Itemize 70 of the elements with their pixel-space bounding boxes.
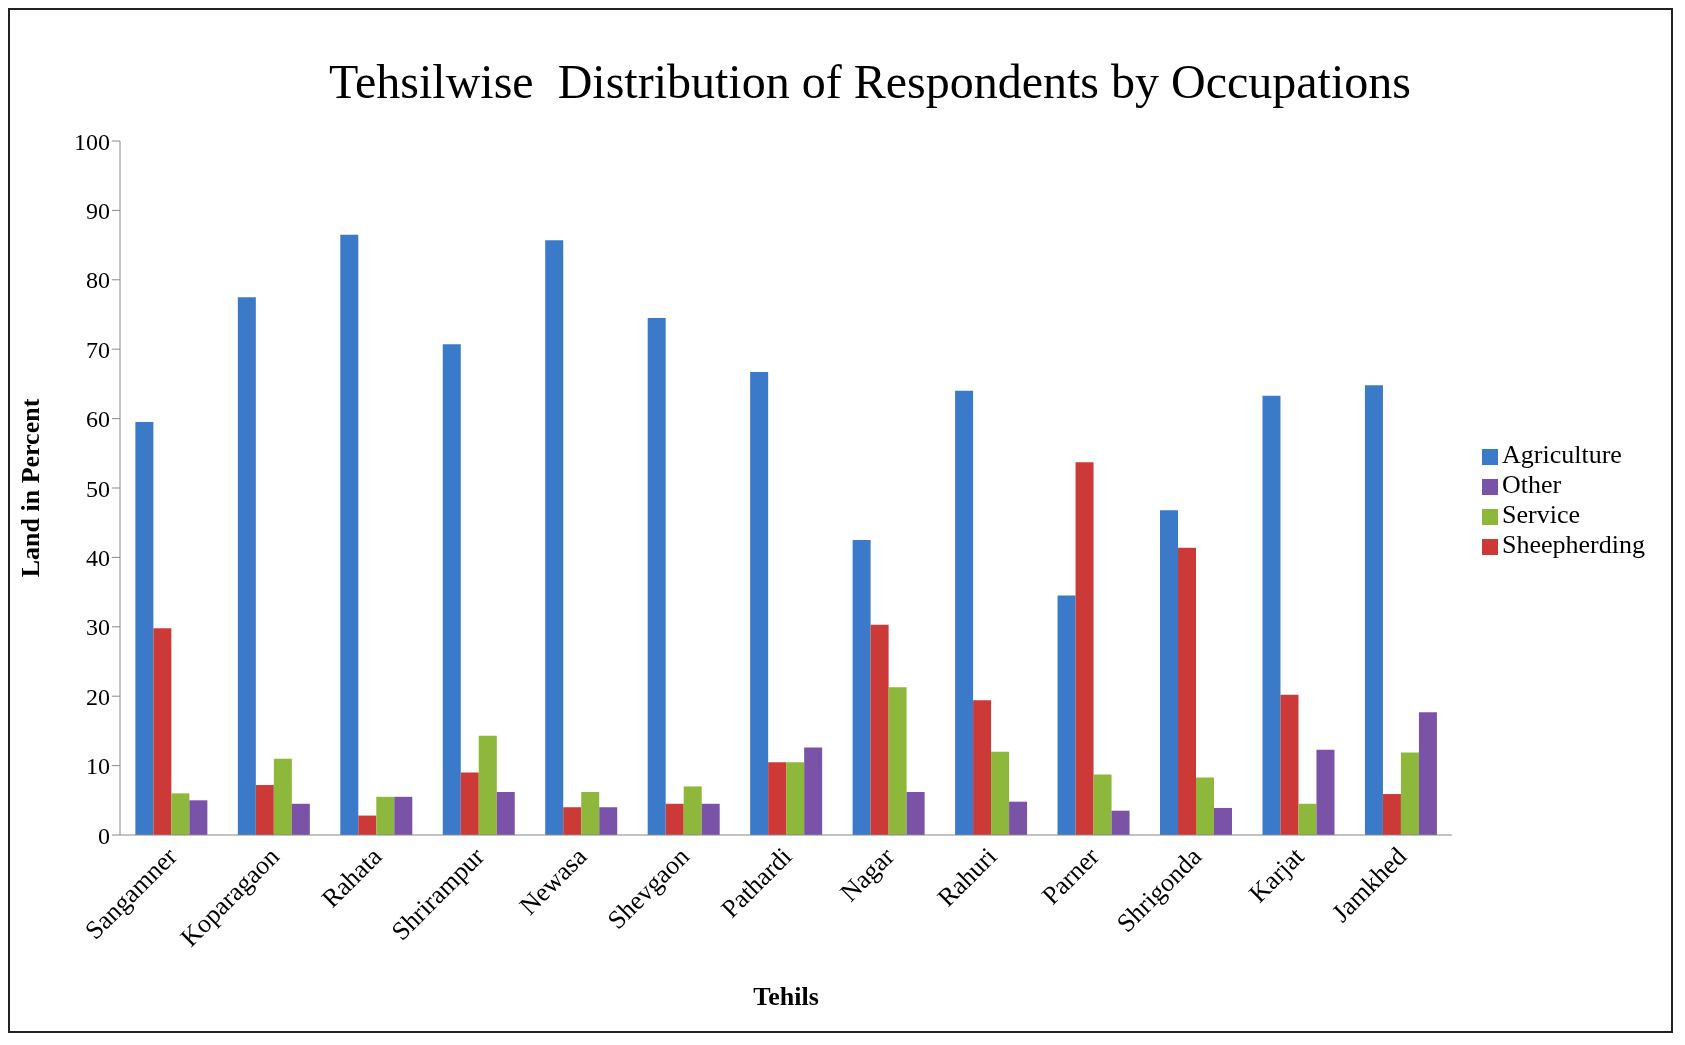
bar xyxy=(1400,752,1419,835)
bar xyxy=(1196,777,1215,835)
bar xyxy=(358,815,377,835)
y-tick-label: 100 xyxy=(74,128,110,155)
bar xyxy=(701,803,720,835)
bar xyxy=(888,687,907,835)
legend-label: Other xyxy=(1502,470,1562,499)
y-tick-label: 80 xyxy=(86,267,110,294)
bar xyxy=(171,793,190,835)
bar xyxy=(545,240,564,835)
bar xyxy=(647,317,666,835)
bar xyxy=(255,785,274,835)
bar xyxy=(563,807,582,835)
bar xyxy=(581,791,600,835)
bar xyxy=(599,807,618,835)
bar xyxy=(496,791,515,835)
bar xyxy=(376,796,395,835)
bar xyxy=(1280,694,1299,835)
y-tick-label: 40 xyxy=(86,544,110,571)
bar xyxy=(1178,547,1197,835)
bar xyxy=(1093,774,1112,835)
legend-label: Service xyxy=(1502,500,1580,529)
bar xyxy=(973,700,992,835)
y-tick-label: 50 xyxy=(86,475,110,502)
bar xyxy=(1057,595,1076,835)
bar xyxy=(135,422,154,835)
bar xyxy=(1262,395,1281,835)
bar xyxy=(665,803,684,835)
bar xyxy=(768,762,787,835)
bar xyxy=(153,628,172,835)
y-tick-label: 60 xyxy=(86,406,110,433)
bar xyxy=(1214,807,1233,835)
bar xyxy=(1075,462,1094,835)
bar xyxy=(804,747,823,835)
y-tick-label: 70 xyxy=(86,336,110,363)
bar xyxy=(1364,385,1383,835)
y-axis-title: Land in Percent xyxy=(16,398,46,578)
bar xyxy=(750,372,769,835)
y-tick-label: 20 xyxy=(86,683,110,710)
y-tick-label: 30 xyxy=(86,614,110,641)
bar xyxy=(1009,801,1028,835)
legend-label: Sheepherding xyxy=(1502,530,1645,559)
bar xyxy=(870,624,889,835)
bar xyxy=(1111,810,1130,835)
bar xyxy=(1382,794,1401,835)
bar xyxy=(291,803,310,835)
bar xyxy=(394,796,413,835)
bar xyxy=(991,751,1010,835)
bar xyxy=(273,758,292,835)
bar xyxy=(955,390,974,835)
bar xyxy=(189,800,208,835)
y-tick-label: 90 xyxy=(86,197,110,224)
bar xyxy=(1298,803,1317,835)
bar xyxy=(478,735,497,835)
chart-title: Tehsilwise Distribution of Respondents by Occupations xyxy=(328,54,1412,109)
bar xyxy=(460,772,479,835)
x-axis-title: Tehils xyxy=(753,982,819,1011)
bar xyxy=(237,297,256,835)
bar xyxy=(1160,510,1179,835)
bar xyxy=(340,234,359,835)
legend-label: Agriculture xyxy=(1502,440,1622,469)
bar xyxy=(1418,712,1437,835)
bar xyxy=(786,762,805,835)
bar xyxy=(442,344,461,835)
bar xyxy=(1316,749,1335,835)
y-tick-label: 10 xyxy=(86,753,110,780)
bar xyxy=(852,540,871,835)
y-tick-label: 0 xyxy=(98,822,110,849)
bar xyxy=(683,786,702,835)
bar xyxy=(906,791,925,835)
